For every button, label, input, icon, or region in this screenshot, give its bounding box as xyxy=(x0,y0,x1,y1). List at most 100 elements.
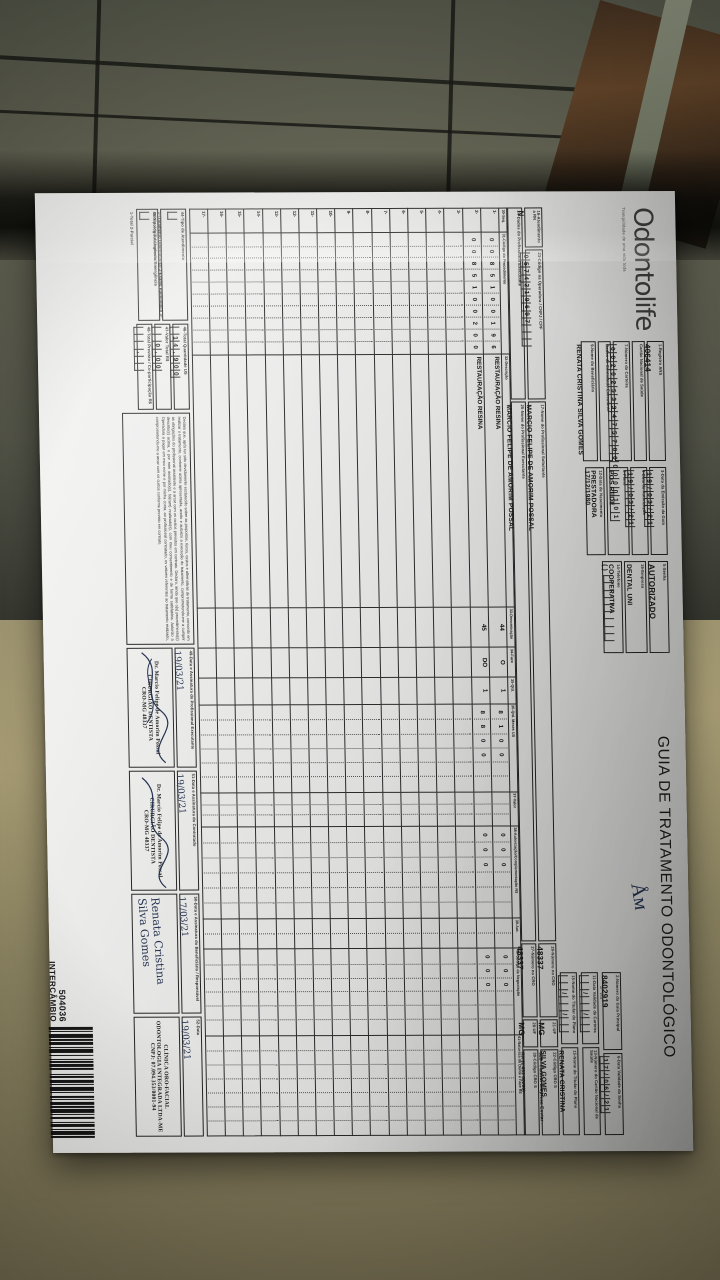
cell-codigo-negociacao[interactable] xyxy=(239,949,260,1036)
field-data-nascimento[interactable]: 12-Data de Nascimento 17/12/1980 xyxy=(583,467,606,556)
cell-face[interactable] xyxy=(306,648,326,679)
cell-denominacao[interactable] xyxy=(233,608,253,649)
field-data-assinatura-contratado[interactable]: 51-Data e Assinatura do Contratado 19/03… xyxy=(173,770,199,891)
cell-qtd-us[interactable] xyxy=(326,704,347,793)
cell-qtd[interactable] xyxy=(198,678,218,705)
cell-natureza[interactable] xyxy=(259,1035,280,1136)
cell-valor[interactable] xyxy=(291,792,311,827)
cell-codigo[interactable] xyxy=(408,232,429,355)
cell-aut[interactable] xyxy=(421,918,441,949)
cell-codigo[interactable] xyxy=(389,232,411,355)
cell-codigo-negociacao[interactable] xyxy=(385,948,406,1035)
cell-face[interactable] xyxy=(361,647,381,678)
clinic-stamp-area[interactable]: CLÍNICA ORO-FACIAL ODONTOLOGIA INTEGRADA… xyxy=(133,1016,182,1137)
cell-qtd[interactable] xyxy=(398,677,418,704)
cell-codigo[interactable] xyxy=(208,233,229,356)
cell-valor[interactable] xyxy=(473,791,493,827)
cell-qtd-us[interactable] xyxy=(217,704,237,793)
cell-natureza[interactable] xyxy=(441,1034,462,1136)
cell-autorizacao[interactable] xyxy=(364,826,385,919)
cell-valor[interactable] xyxy=(491,791,511,826)
cell-valor[interactable] xyxy=(400,792,420,827)
cell-natureza[interactable] xyxy=(205,1035,226,1136)
cell-natureza[interactable] xyxy=(368,1034,390,1136)
cell-denominacao[interactable] xyxy=(215,608,235,649)
cell-autorizacao[interactable] xyxy=(346,826,367,919)
field-plano[interactable]: 8-Plano POS REDE PRESTADORA xyxy=(589,467,630,556)
field-numero-guia-principal[interactable]: 2-Número da Guia Principal 8402919 xyxy=(600,972,623,1051)
signature-area-beneficiario[interactable]: Renata Cristina Silva Gomes xyxy=(131,893,180,1014)
cell-valor[interactable] xyxy=(346,792,365,827)
cell-aut[interactable] xyxy=(348,918,368,949)
cell-natureza[interactable] xyxy=(223,1035,244,1136)
tipo-faturamento-comb[interactable] xyxy=(138,211,149,221)
cell-qtd-us[interactable] xyxy=(308,704,328,793)
field-numero-cartao-nacional[interactable]: 13-Número do Cartão Nacional de Saúde xyxy=(582,1047,601,1136)
cell-aut[interactable] xyxy=(203,919,222,950)
cell-denominacao[interactable] xyxy=(433,607,453,648)
field-registro-ans[interactable]: 1-Registro ANS 406414 xyxy=(642,340,667,462)
field-data-assinatura-profissional[interactable]: 49-Data e Assinatura do Profissional Exe… xyxy=(171,647,197,768)
field-senha[interactable]: 5-Senha AUTORIZADO xyxy=(647,560,670,654)
cell-face[interactable] xyxy=(452,647,472,678)
cell-natureza[interactable] xyxy=(241,1035,262,1136)
cell-aut[interactable] xyxy=(384,918,404,949)
titular-comb[interactable]: / / xyxy=(557,975,569,1033)
cell-codigo[interactable] xyxy=(444,232,466,355)
cell-aut[interactable] xyxy=(221,919,240,950)
cell-valor[interactable] xyxy=(255,792,275,827)
validade-carteira-comb[interactable]: / / xyxy=(578,975,590,1033)
cell-natureza[interactable] xyxy=(296,1035,317,1136)
field-data-validade-carteira[interactable]: 11-Data Validade da Carteira / / xyxy=(578,972,600,1045)
cell-qtd[interactable]: 1 xyxy=(471,677,490,704)
cell-face[interactable] xyxy=(288,648,308,679)
cell-autorizacao[interactable] xyxy=(328,826,349,919)
cell-qtd-us[interactable] xyxy=(289,704,310,793)
field-telefone[interactable]: 14-Telefone ( ) xyxy=(601,561,624,654)
cell-qtd[interactable] xyxy=(343,677,363,705)
cell-valor[interactable] xyxy=(382,792,402,827)
cell-autorizacao[interactable] xyxy=(437,826,458,919)
cell-qtd[interactable] xyxy=(434,677,454,704)
cell-aut[interactable] xyxy=(457,918,477,949)
field-tipo-faturamento[interactable]: 45-Tipo de Faturamento 1-Total 2-Parcial xyxy=(129,208,161,321)
cell-autorizacao[interactable] xyxy=(237,826,258,920)
cell-natureza[interactable] xyxy=(350,1035,371,1136)
field-cartao-nacional-saude[interactable]: Cartão Nacional de Saúde xyxy=(631,341,648,462)
cell-valor[interactable] xyxy=(418,792,438,827)
cell-codigo-negociacao[interactable] xyxy=(330,948,351,1036)
cell-codigo[interactable] xyxy=(353,232,375,356)
cell-qtd[interactable] xyxy=(234,678,254,705)
cell-face[interactable] xyxy=(434,647,454,678)
cell-valor[interactable] xyxy=(200,792,220,828)
cell-aut[interactable] xyxy=(293,918,313,950)
cell-denominacao[interactable] xyxy=(251,608,271,649)
cell-natureza[interactable] xyxy=(459,1034,481,1136)
cell-qtd-us[interactable] xyxy=(253,704,274,793)
cell-codigo-negociacao[interactable] xyxy=(221,949,242,1036)
cell-codigo-negociacao[interactable] xyxy=(440,948,460,1035)
cell-qtd-us[interactable] xyxy=(362,704,383,793)
cell-codigo-negociacao[interactable] xyxy=(294,948,315,1036)
cell-autorizacao[interactable] xyxy=(274,826,294,920)
cell-codigo[interactable] xyxy=(298,232,320,356)
cell-aut[interactable] xyxy=(439,918,459,949)
cell-qtd[interactable] xyxy=(380,677,399,705)
cell-aut[interactable] xyxy=(475,918,495,949)
cell-aut[interactable] xyxy=(275,918,295,950)
cell-face[interactable] xyxy=(325,647,344,679)
cell-aut[interactable] xyxy=(239,919,259,950)
cell-valor[interactable] xyxy=(327,792,347,827)
cell-natureza[interactable] xyxy=(278,1035,299,1136)
signature-area-contratado[interactable]: Dr. Marcio Felipe de Amorim Possal CIRUR… xyxy=(128,770,177,891)
cell-face[interactable]: DO xyxy=(470,647,490,678)
cell-denominacao[interactable] xyxy=(306,607,326,649)
cell-denominacao[interactable] xyxy=(324,607,344,649)
cell-qtd[interactable] xyxy=(216,678,236,705)
